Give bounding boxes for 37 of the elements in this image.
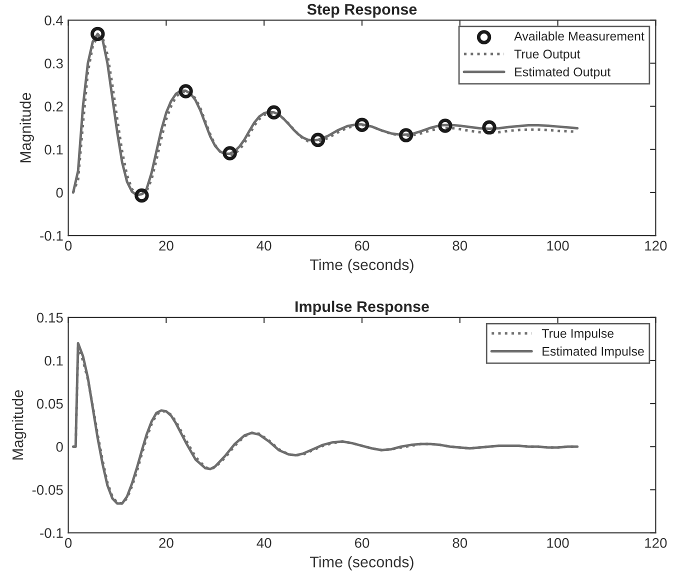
chart-title: Step Response (307, 4, 417, 18)
y-tick-label: 0.1 (44, 356, 63, 366)
x-tick-label: 100 (547, 240, 569, 251)
y-tick-label: 0.15 (36, 312, 63, 323)
x-tick-label: 120 (645, 240, 667, 251)
y-tick-label: 0.2 (44, 102, 63, 112)
x-tick-label: 120 (645, 538, 667, 548)
legend-label: Estimated Impulse (542, 346, 644, 358)
x-tick-label: 20 (159, 240, 174, 251)
chart-title: Impulse Response (296, 300, 429, 316)
x-tick-label: 80 (452, 240, 468, 251)
y-tick-label: 0.05 (36, 398, 63, 409)
x-tick-label: 0 (64, 538, 72, 548)
x-tick-label: 40 (256, 538, 272, 548)
y-tick-label: 0.3 (44, 58, 63, 68)
y-tick-label: -0.1 (40, 528, 63, 538)
x-axis-title: Time (seconds) (310, 556, 414, 570)
x-tick-label: 80 (452, 538, 468, 548)
x-tick-label: 60 (354, 538, 370, 548)
x-tick-label: 20 (159, 538, 174, 548)
x-tick-label: 40 (256, 240, 272, 251)
legend-label: True Output (514, 50, 580, 61)
x-tick-label: 0 (64, 240, 72, 251)
x-tick-label: 100 (547, 538, 569, 548)
y-tick-label: -0.05 (32, 485, 63, 495)
x-axis-title: Time (seconds) (310, 258, 414, 274)
y-tick-label: 0.1 (44, 144, 63, 155)
y-tick-label: 0 (56, 188, 63, 198)
y-tick-label: 0 (56, 442, 63, 452)
y-tick-label: 0.4 (44, 15, 64, 26)
y-axis-title: Magnitude (20, 92, 34, 162)
x-tick-label: 60 (354, 240, 370, 251)
legend-label: True Impulse (542, 328, 614, 340)
legend-label: Estimated Output (515, 67, 611, 79)
y-axis-title: Magnitude (12, 390, 26, 460)
legend-label: Available Measurement (514, 31, 644, 41)
y-tick-label: -0.1 (40, 230, 63, 241)
